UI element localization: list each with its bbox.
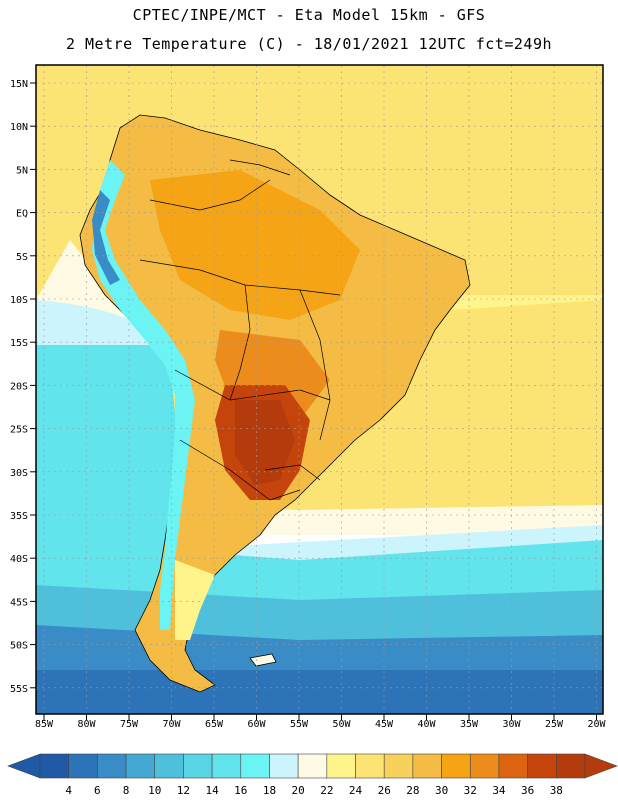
lon-label: 80W <box>77 719 96 730</box>
pacific-cool-strip <box>36 300 165 345</box>
legend-label: 32 <box>464 784 477 797</box>
legend-swatch <box>154 753 184 779</box>
legend-label: 10 <box>148 784 161 797</box>
legend-low-arrow <box>7 753 41 779</box>
lat-label: 55S <box>10 684 28 695</box>
legend-label: 8 <box>123 784 130 797</box>
ocean-band-polar <box>36 670 603 714</box>
legend-swatch <box>183 753 213 779</box>
map-field <box>36 65 603 714</box>
legend-bar <box>7 753 618 779</box>
lon-label: 70W <box>162 719 181 730</box>
legend-label: 20 <box>292 784 305 797</box>
lon-label: 65W <box>205 719 224 730</box>
legend-label: 30 <box>435 784 448 797</box>
lon-label: 25W <box>545 719 564 730</box>
lat-label: 15N <box>10 79 28 90</box>
lon-label: 75W <box>120 719 139 730</box>
legend-label: 6 <box>94 784 101 797</box>
legend-swatch <box>412 753 442 779</box>
longitude-axis: 85W 80W 75W 70W 65W 60W 55W 50W 45W 40W 35W 30W 25W 2… <box>35 714 607 730</box>
patagonia-cool-land <box>175 560 215 640</box>
legend-swatch <box>269 753 299 779</box>
legend-label: 24 <box>349 784 363 797</box>
lat-label: 20S <box>10 381 28 392</box>
lat-label: 10N <box>10 122 28 133</box>
legend-label: 22 <box>320 784 333 797</box>
lat-label: 45S <box>10 597 28 608</box>
legend-label: 4 <box>65 784 72 797</box>
legend-swatch <box>39 753 69 779</box>
lat-label: EQ <box>16 209 28 220</box>
legend-swatch <box>125 753 156 779</box>
lon-label: 55W <box>290 719 309 730</box>
lon-label: 50W <box>332 719 351 730</box>
legend-labels: 4 6 8 10 12 14 16 18 20 22 24 26 28 30 32 34 36 38 <box>65 784 563 797</box>
lat-label: 40S <box>10 554 28 565</box>
legend-label: 34 <box>492 784 506 797</box>
lat-label: 25S <box>10 425 28 436</box>
legend-label: 16 <box>234 784 247 797</box>
andes-peaks <box>92 190 120 285</box>
legend-swatch <box>498 753 528 779</box>
map-frame <box>35 64 604 715</box>
legend-swatch <box>556 753 586 779</box>
hot-core-region <box>235 400 295 485</box>
legend-swatch <box>97 753 127 779</box>
falkland-islands <box>249 653 277 667</box>
pacific-cold-tongue <box>36 315 185 560</box>
legend-swatch <box>355 753 385 779</box>
lat-label: 50S <box>10 641 28 652</box>
legend-label: 26 <box>378 784 391 797</box>
map-grid <box>36 65 603 714</box>
legend-label: 18 <box>263 784 276 797</box>
temperature-map: 15N 10N 5N EQ 5S 10S 15S 20S 25S 30S 35S 40S 45S 50S 5… <box>10 64 607 730</box>
lon-label: 20W <box>587 719 606 730</box>
lat-label: 35S <box>10 511 28 522</box>
legend-swatch <box>441 753 471 779</box>
legend-label: 28 <box>406 784 419 797</box>
map-subtitle: 2 Metre Temperature (C) - 18/01/2021 12U… <box>65 35 553 53</box>
legend-swatch <box>297 753 328 779</box>
map-title: CPTEC/INPE/MCT - Eta Model 15km - GFS <box>132 6 486 24</box>
legend-swatch <box>326 753 356 779</box>
latitude-axis: 15N 10N 5N EQ 5S 10S 15S 20S 25S 30S 35S 40S 45S 50S 5… <box>10 79 36 695</box>
legend-swatch <box>211 753 242 779</box>
legend-high-arrow <box>584 753 618 779</box>
lon-label: 40W <box>417 719 436 730</box>
legend-swatch <box>68 753 98 779</box>
lon-label: 85W <box>35 719 54 730</box>
legend-swatch <box>240 753 270 779</box>
country-borders <box>139 159 341 501</box>
legend-label: 36 <box>521 784 534 797</box>
legend-label: 14 <box>205 784 219 797</box>
lat-label: 30S <box>10 468 28 479</box>
lon-label: 60W <box>247 719 266 730</box>
amazon-warm-interior <box>150 170 360 320</box>
lat-label: 15S <box>10 338 28 349</box>
legend-swatch <box>527 753 557 779</box>
legend-label: 38 <box>550 784 563 797</box>
lat-label: 5N <box>16 165 28 176</box>
legend-swatch <box>469 753 500 779</box>
lon-label: 45W <box>375 719 394 730</box>
legend-swatch <box>383 753 414 779</box>
legend-label: 12 <box>177 784 190 797</box>
lat-label: 10S <box>10 295 28 306</box>
lon-label: 35W <box>460 719 479 730</box>
lat-label: 5S <box>16 252 28 263</box>
lon-label: 30W <box>502 719 521 730</box>
color-legend: 4 6 8 10 12 14 16 18 20 22 24 26 28 30 32 34 36 38 <box>7 753 618 797</box>
